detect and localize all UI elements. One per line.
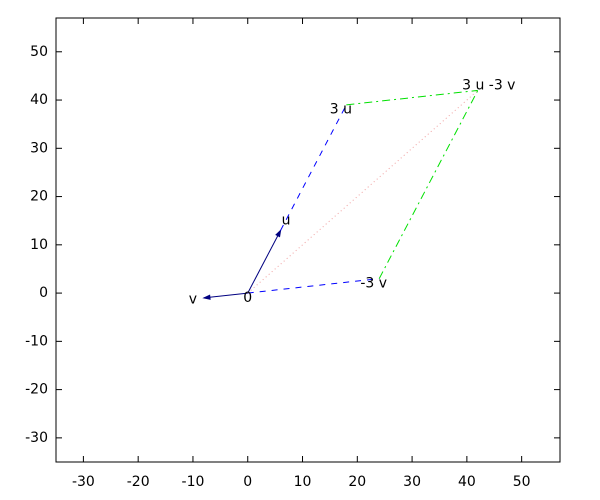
y-tick-label: 0: [39, 285, 48, 301]
annotation: u: [282, 213, 291, 229]
x-tick-label: -20: [127, 474, 150, 490]
x-tick-label: 40: [458, 474, 476, 490]
annotation: 3 u -3 v: [462, 78, 515, 94]
vector-line: [247, 278, 380, 294]
arrowhead: [202, 294, 211, 300]
y-tick-label: 10: [30, 237, 48, 253]
y-tick-label: 20: [30, 189, 48, 205]
y-tick-label: 30: [30, 140, 48, 156]
x-tick-label: -10: [182, 474, 205, 490]
x-tick-label: 50: [513, 474, 531, 490]
arrowhead: [275, 228, 282, 238]
vector-line: [247, 230, 282, 294]
vector-line: [247, 90, 479, 294]
x-tick-label: 0: [243, 474, 252, 490]
y-tick-label: -30: [25, 430, 48, 446]
annotation: 3 u: [330, 102, 352, 118]
annotation: v: [189, 291, 197, 307]
x-tick-label: 20: [348, 474, 366, 490]
plot-frame: [55, 17, 561, 463]
annotation: 0: [243, 290, 252, 306]
x-tick-label: 30: [403, 474, 421, 490]
vector-line: [203, 292, 248, 299]
vector-line: [378, 90, 479, 279]
y-tick-label: 40: [30, 92, 48, 108]
y-tick-label: -10: [25, 333, 48, 349]
annotation: -3 v: [360, 275, 387, 291]
x-tick-label: 10: [294, 474, 312, 490]
vector-line: [280, 104, 347, 231]
vector-line: [346, 89, 478, 106]
y-tick-label: -20: [25, 382, 48, 398]
x-tick-label: -30: [72, 474, 95, 490]
y-tick-label: 50: [30, 44, 48, 60]
